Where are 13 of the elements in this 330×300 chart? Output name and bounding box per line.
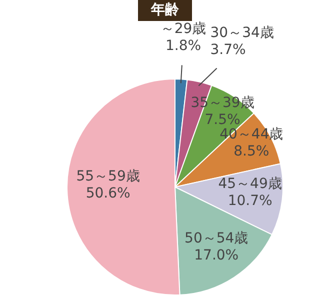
data-label: 17.0% bbox=[194, 247, 239, 264]
data-label: 7.5% bbox=[204, 112, 240, 128]
data-label: 1.8% bbox=[165, 38, 202, 54]
data-label: 3.7% bbox=[210, 42, 246, 58]
chart-title: 年齢 bbox=[138, 0, 192, 21]
data-label: 50.6% bbox=[86, 185, 130, 202]
data-label: 8.5% bbox=[234, 144, 270, 160]
slice-label: 50～54歳 bbox=[184, 230, 248, 246]
slice-label: ～29歳 bbox=[160, 21, 206, 38]
slice-label: 30～34歳 bbox=[210, 24, 274, 41]
slice-label: 45～49歳 bbox=[218, 176, 282, 192]
slice-label: 55～59歳 bbox=[76, 168, 140, 184]
data-label: 10.7% bbox=[228, 193, 272, 210]
